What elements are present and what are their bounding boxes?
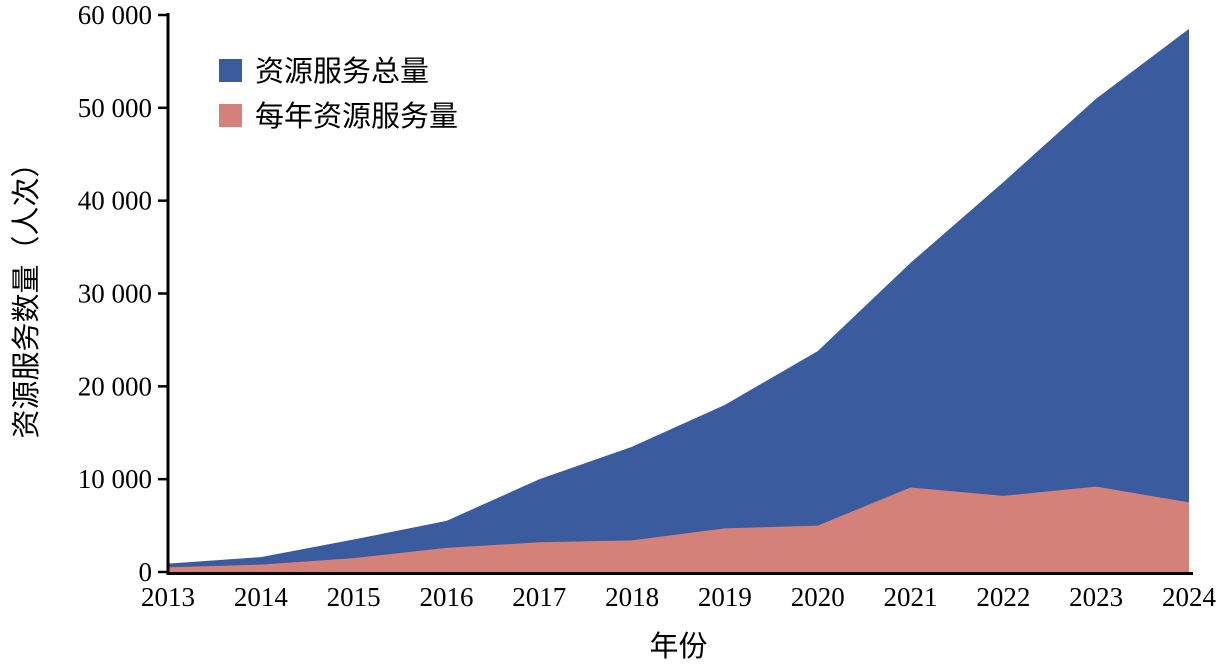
x-tick-label: 2013 (141, 582, 195, 612)
x-tick-label: 2018 (605, 582, 659, 612)
x-tick-label: 2016 (419, 582, 473, 612)
x-tick-label: 2023 (1069, 582, 1123, 612)
x-tick-label: 2021 (884, 582, 938, 612)
area-annual-series (168, 486, 1189, 572)
x-tick-label: 2019 (698, 582, 752, 612)
y-tick-label: 10 000 (78, 464, 152, 494)
y-tick-label: 60 000 (78, 0, 152, 30)
x-tick-label: 2024 (1162, 582, 1217, 612)
legend-swatch-annual-icon (219, 104, 242, 127)
legend-label-annual: 每年资源服务量 (255, 100, 458, 133)
x-tick-label: 2014 (234, 582, 289, 612)
y-tick-label: 30 000 (78, 279, 152, 309)
y-tick-label: 0 (139, 557, 153, 587)
area-total-series (168, 28, 1189, 572)
x-tick-label: 2015 (327, 582, 381, 612)
x-tick-label: 2022 (976, 582, 1030, 612)
x-axis-title: 年份 (649, 630, 707, 663)
y-axis-title: 资源服务数量（人次） (10, 148, 43, 438)
x-tick-label: 2020 (791, 582, 845, 612)
y-tick-label: 50 000 (78, 93, 152, 123)
y-tick-label: 40 000 (78, 186, 152, 216)
y-tick-label: 20 000 (78, 371, 152, 401)
legend-swatch-total-icon (219, 59, 242, 82)
legend-label-total: 资源服务总量 (255, 55, 429, 88)
x-tick-label: 2017 (512, 582, 566, 612)
